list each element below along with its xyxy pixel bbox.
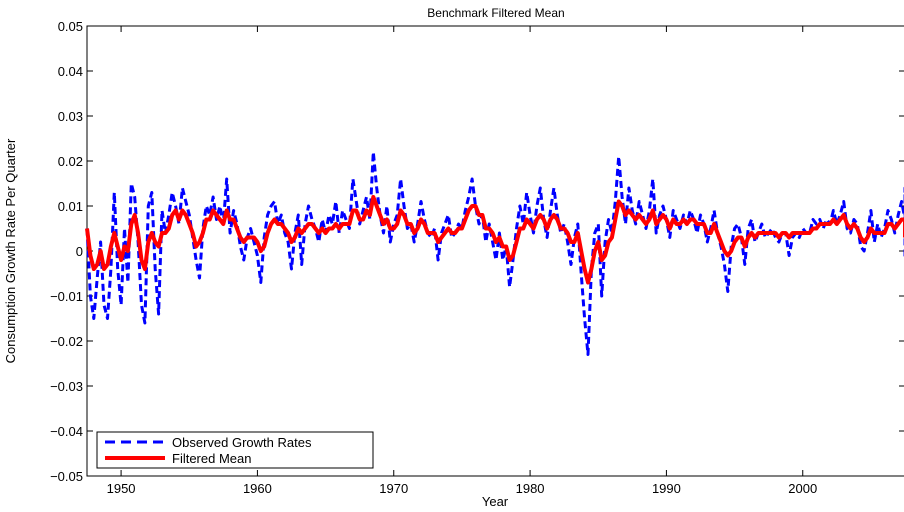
x-axis-label: Year bbox=[482, 494, 509, 509]
x-tick-label: 1960 bbox=[243, 481, 272, 496]
filtered-mean-line bbox=[85, 195, 904, 285]
y-tick-label: −0.05 bbox=[50, 469, 83, 484]
y-tick-label: 0.03 bbox=[58, 109, 83, 124]
x-axis: 1950 1960 1970 1980 1990 2000 bbox=[107, 26, 817, 496]
legend-label-observed: Observed Growth Rates bbox=[172, 435, 312, 450]
x-tick-label: 1990 bbox=[652, 481, 681, 496]
x-tick-label: 1950 bbox=[107, 481, 136, 496]
y-tick-label: 0.01 bbox=[58, 199, 83, 214]
y-axis-label: Consumption Growth Rate Per Quarter bbox=[3, 138, 18, 363]
y-tick-label: −0.02 bbox=[50, 334, 83, 349]
plot-area bbox=[86, 25, 904, 477]
y-tick-label: 0.05 bbox=[58, 19, 83, 34]
legend-box bbox=[96, 431, 374, 469]
y-tick-label: −0.03 bbox=[50, 379, 83, 394]
y-axis: −0.05 −0.04 −0.03 −0.02 −0.01 0 0.01 0.02 0.03 0.… bbox=[50, 19, 904, 484]
legend-label-filtered: Filtered Mean bbox=[172, 451, 251, 466]
chart-title: Benchmark Filtered Mean bbox=[427, 6, 564, 20]
y-tick-label: 0 bbox=[76, 244, 83, 259]
x-tick-label: 1970 bbox=[379, 481, 408, 496]
y-tick-label: −0.01 bbox=[50, 289, 83, 304]
y-tick-label: 0.04 bbox=[58, 64, 83, 79]
y-tick-label: 0.02 bbox=[58, 154, 83, 169]
legend: Observed Growth Rates Filtered Mean bbox=[96, 431, 374, 469]
y-tick-label: −0.04 bbox=[50, 424, 83, 439]
x-tick-label: 1980 bbox=[516, 481, 545, 496]
series-layer bbox=[85, 150, 904, 356]
observed-growth-rates-line bbox=[85, 150, 904, 356]
x-tick-label: 2000 bbox=[788, 481, 817, 496]
